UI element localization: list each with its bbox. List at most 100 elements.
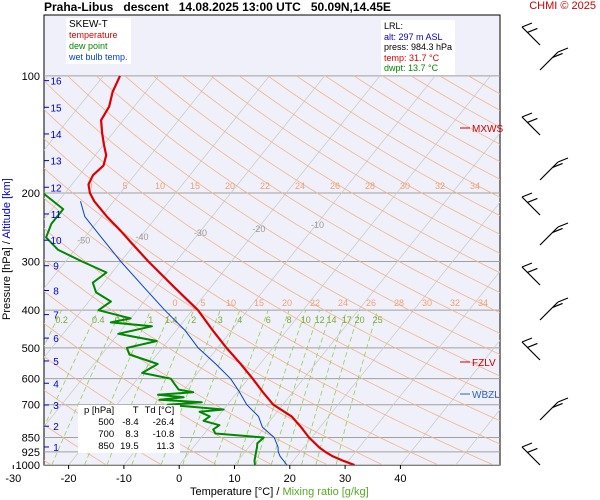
lrl-dwpt: dwpt: 13.7 °C	[384, 63, 439, 73]
dry-adiabat-line	[181, 75, 500, 274]
param-header-td: Td [°C]	[144, 405, 175, 416]
lrl-header: LRL:	[384, 21, 404, 31]
dry-adiabat-label: 34	[470, 181, 480, 191]
mixing-ratio-line	[44, 310, 99, 429]
param-header-p: p [hPa]	[84, 405, 115, 416]
pressure-tick-label: 300	[22, 257, 40, 269]
wind-barb	[521, 112, 541, 136]
temperature-tick-label: -10	[116, 473, 132, 485]
altitude-tick-label: 9	[53, 262, 59, 273]
isotherm-line	[44, 75, 325, 428]
pressure-tick-label: 1000	[16, 460, 40, 472]
altitude-tick-label: 12	[50, 183, 62, 194]
param-cell: -10.8	[152, 429, 175, 440]
mxws-level-label: MXWS	[472, 124, 503, 135]
dry-adiabat-label: 15	[190, 181, 200, 191]
legend-diagram-type: SKEW-T	[69, 19, 108, 30]
series-lines	[44, 75, 355, 465]
mixing-ratio-line	[236, 310, 290, 465]
param-header-row: p [hPa] T Td [°C]	[81, 405, 177, 417]
dry-adiabat-line	[124, 75, 500, 314]
mixing-ratio-label: 8	[287, 315, 292, 325]
pressure-tick-label: 100	[22, 71, 40, 83]
dry-adiabat-line	[44, 322, 273, 465]
x-axis-label: Temperature [°C] / Mixing ratio [g/kg]	[190, 486, 369, 498]
mixing-ratio-label: 0.4	[92, 315, 105, 325]
isotherm-line	[44, 75, 159, 220]
param-cell: 700	[98, 429, 115, 440]
mixing-ratio-label: 10	[301, 315, 311, 325]
title-mode: descent	[123, 0, 169, 14]
mixing-ratio-line	[255, 310, 307, 465]
param-cell: 850	[98, 441, 115, 452]
mixing-ratio-line	[51, 310, 122, 465]
mixing-ratio-label: 17	[342, 315, 352, 325]
dry-adiabat-label: 20	[225, 181, 235, 191]
dew-point-line	[44, 192, 265, 465]
altitude-tick-label: 6	[53, 334, 59, 345]
pressure-tick-label: 400	[22, 305, 40, 317]
dry-adiabat-line	[44, 424, 107, 465]
temperature-tick-label: 10	[228, 473, 240, 485]
dry-adiabat-label: 24	[295, 181, 305, 191]
mixing-ratio-label: 3	[218, 315, 223, 325]
isotherm-label: -50	[77, 236, 90, 246]
wind-barbs	[521, 22, 569, 466]
dry-adiabat-line	[67, 75, 500, 355]
param-cell: 500	[98, 417, 115, 428]
pressure-tick-label: 200	[22, 188, 40, 200]
temperature-tick-label: 20	[284, 473, 296, 485]
param-header-t: T	[132, 405, 139, 416]
altitude-tick-label: 3	[53, 401, 59, 412]
mixing-ratio-line	[301, 310, 348, 465]
pressure-tick-label: 850	[22, 433, 40, 445]
dry-adiabat-line	[210, 75, 500, 254]
lrl-alt: alt: 297 m ASL	[384, 31, 443, 42]
wind-barb	[539, 157, 569, 181]
dry-adiabat-line	[153, 75, 500, 294]
lrl-temp: temp: 31.7 °C	[384, 52, 440, 63]
param-row: 500 -8.4 -26.4	[81, 417, 177, 429]
dry-adiabat-label: 22	[260, 181, 270, 191]
wind-barb	[521, 262, 541, 286]
dry-adiabat-label: 22	[310, 298, 320, 308]
dry-adiabat-label: 30	[422, 298, 432, 308]
wind-barb	[539, 397, 569, 421]
dry-adiabat-label: 26	[366, 298, 376, 308]
dry-adiabat-line	[44, 80, 500, 377]
mixing-ratio-line	[270, 310, 320, 465]
mixing-ratio-label: 1	[148, 315, 153, 325]
isotherm-line	[44, 75, 104, 151]
isotherm-line	[344, 270, 500, 465]
mixing-ratio-line	[213, 310, 269, 465]
mixing-ratio-label: 12	[315, 315, 325, 325]
mixing-ratio-label: 1.4	[165, 315, 178, 325]
dry-adiabat-label: 34	[478, 298, 488, 308]
legend-dew-point: dew point	[69, 41, 108, 51]
altitude-tick-label: 13	[50, 157, 62, 168]
temperature-tick-label: 40	[394, 473, 406, 485]
param-row: 700 8.3 -10.8	[81, 429, 177, 441]
isotherm-label: -60	[19, 239, 32, 249]
title-datetime: 14.08.2025 13:00 UTC	[178, 0, 301, 14]
mixing-ratio-label: 20	[355, 315, 365, 325]
dry-adiabat-line	[44, 109, 500, 399]
title-coords: 50.09N,14.45E	[310, 0, 391, 14]
wind-barb	[521, 442, 541, 466]
isotherm-label: -20	[252, 224, 265, 234]
dry-adiabat-label: 10	[226, 298, 236, 308]
dry-adiabat-label: 15	[254, 298, 264, 308]
credit-text: CHMI © 2025	[529, 0, 596, 12]
mixing-ratio-line	[335, 310, 379, 465]
ylabel-separator: /	[1, 241, 13, 245]
isotherm-line	[44, 75, 215, 290]
altitude-tick-label: 4	[53, 379, 59, 390]
param-cell: 19.5	[120, 441, 139, 452]
dry-adiabat-label: 30	[400, 181, 410, 191]
mixing-ratio-line	[284, 310, 332, 465]
isotherm-line	[289, 201, 500, 465]
wind-barb	[521, 337, 541, 361]
dry-adiabat-label: 28	[394, 298, 404, 308]
pressure-tick-label: 600	[22, 374, 40, 386]
dry-adiabat-label: 26	[330, 181, 340, 191]
